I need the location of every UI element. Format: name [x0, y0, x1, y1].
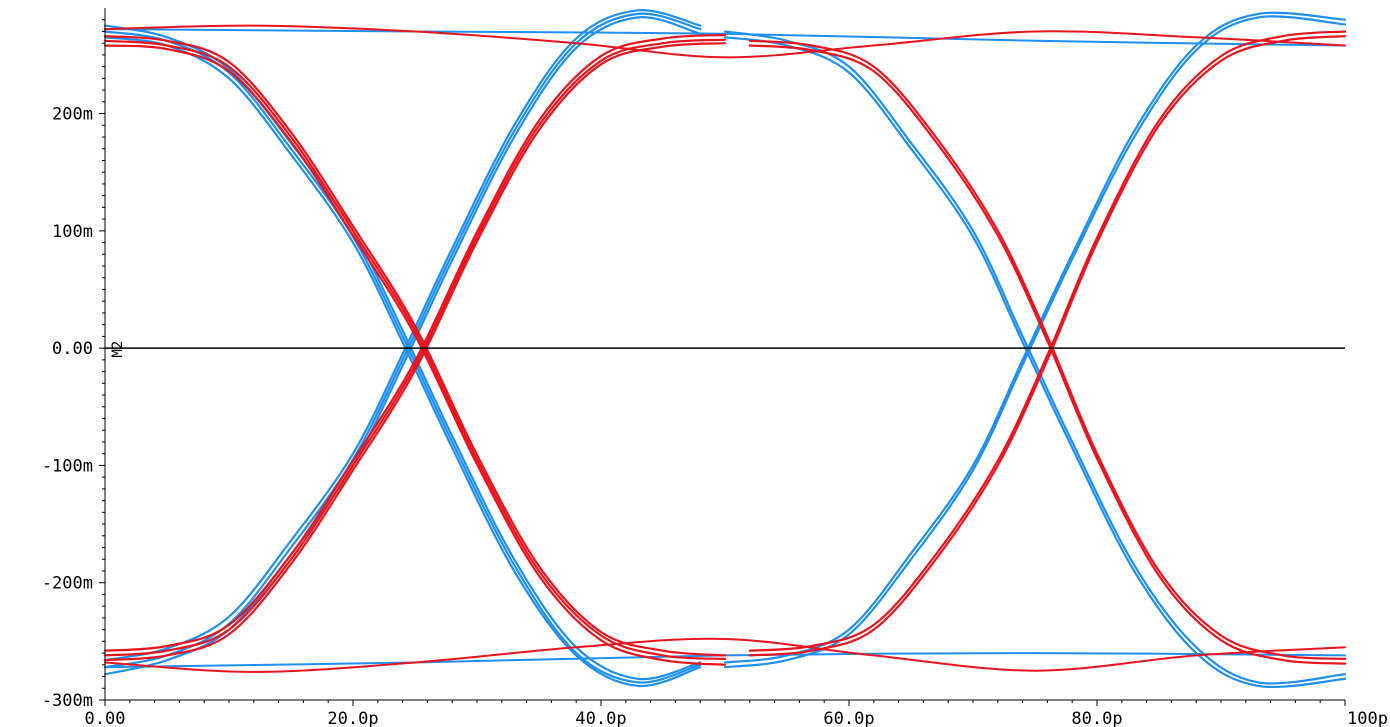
- trace-blue-rising-4: [105, 17, 700, 674]
- y-tick-label: -200m: [42, 574, 93, 594]
- trace-red-falling-18: [750, 41, 1345, 659]
- trace-blue-rising-9: [725, 16, 1345, 667]
- trace-red-falling-12: [105, 41, 725, 659]
- trace-red-rising-20: [750, 36, 1345, 655]
- x-tick-label: 60.0p: [823, 709, 874, 727]
- y-tick-label: 0.00: [52, 339, 93, 359]
- trace-red-rising-16: [105, 35, 725, 651]
- x-tick-label: 40.0p: [575, 709, 626, 727]
- y-tick-label: 100m: [52, 222, 93, 242]
- trace-red-rising-17: [105, 43, 725, 660]
- x-tick-label: 80.0p: [1071, 709, 1122, 727]
- trace-blue-falling-0: [105, 32, 700, 683]
- marker-label-m2: M2: [110, 341, 126, 358]
- x-tick-label: 20.0p: [327, 709, 378, 727]
- trace-blue-falling-6: [725, 32, 1345, 684]
- x-tick-label: 100p: [1347, 709, 1388, 727]
- y-tick-label: -300m: [42, 691, 93, 711]
- trace-red-falling-14: [105, 36, 725, 655]
- y-tick-label: -100m: [42, 456, 93, 476]
- x-tick-label: 0.00: [85, 709, 126, 727]
- y-tick-label: 200m: [52, 105, 93, 125]
